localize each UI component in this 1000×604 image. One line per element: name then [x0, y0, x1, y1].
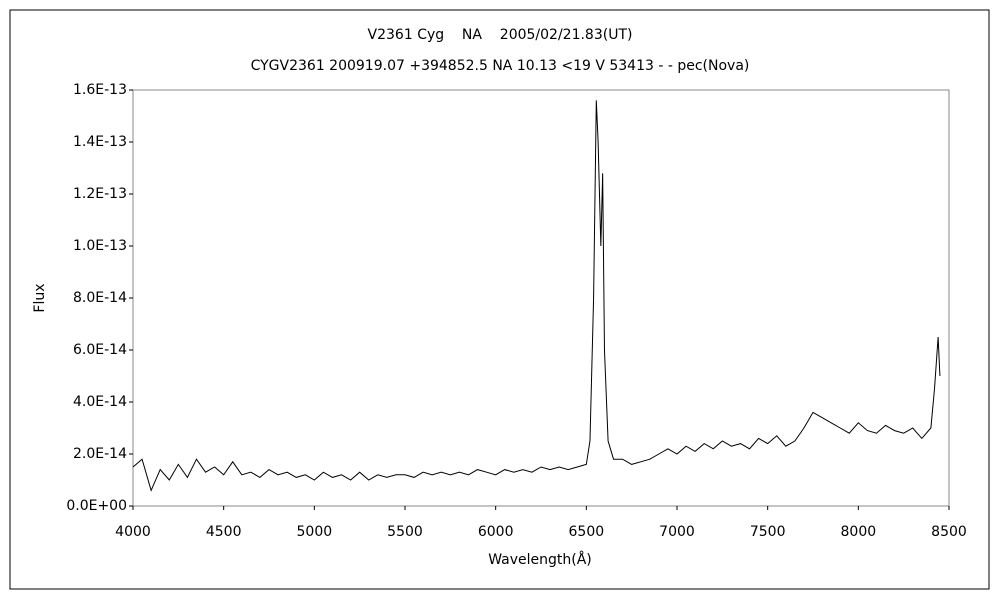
x-tick-label: 8500	[931, 524, 967, 540]
chart-border	[9, 9, 990, 590]
y-tick-label: 2.0E-14	[73, 446, 127, 462]
x-axis-label: Wavelength(Å)	[488, 551, 592, 568]
chart-subtitle: CYGV2361 200919.07 +394852.5 NA 10.13 <1…	[251, 58, 750, 74]
spectrum-line	[132, 100, 941, 492]
y-tick-label: 1.6E-13	[73, 82, 127, 98]
y-tick-label: 4.0E-14	[73, 394, 127, 410]
x-tick-label: 7500	[750, 524, 786, 540]
y-tick-label: 0.0E+00	[66, 498, 127, 514]
y-axis-label: Flux	[32, 283, 48, 312]
x-tick-label: 5500	[387, 524, 423, 540]
chart-title: V2361 Cyg NA 2005/02/21.83(UT)	[368, 27, 633, 43]
y-tick-label: 8.0E-14	[73, 290, 127, 306]
x-tick-label: 8000	[841, 524, 877, 540]
x-tick-label: 4000	[115, 524, 151, 540]
x-tick-label: 6000	[478, 524, 514, 540]
y-tick-label: 1.0E-13	[73, 238, 127, 254]
y-tick-label: 6.0E-14	[73, 342, 127, 358]
x-tick-label: 5000	[297, 524, 333, 540]
x-tick-label: 7000	[659, 524, 695, 540]
y-tick-label: 1.4E-13	[73, 134, 127, 150]
y-tick-label: 1.2E-13	[73, 186, 127, 202]
x-tick-label: 4500	[206, 524, 242, 540]
x-tick-label: 6500	[569, 524, 605, 540]
